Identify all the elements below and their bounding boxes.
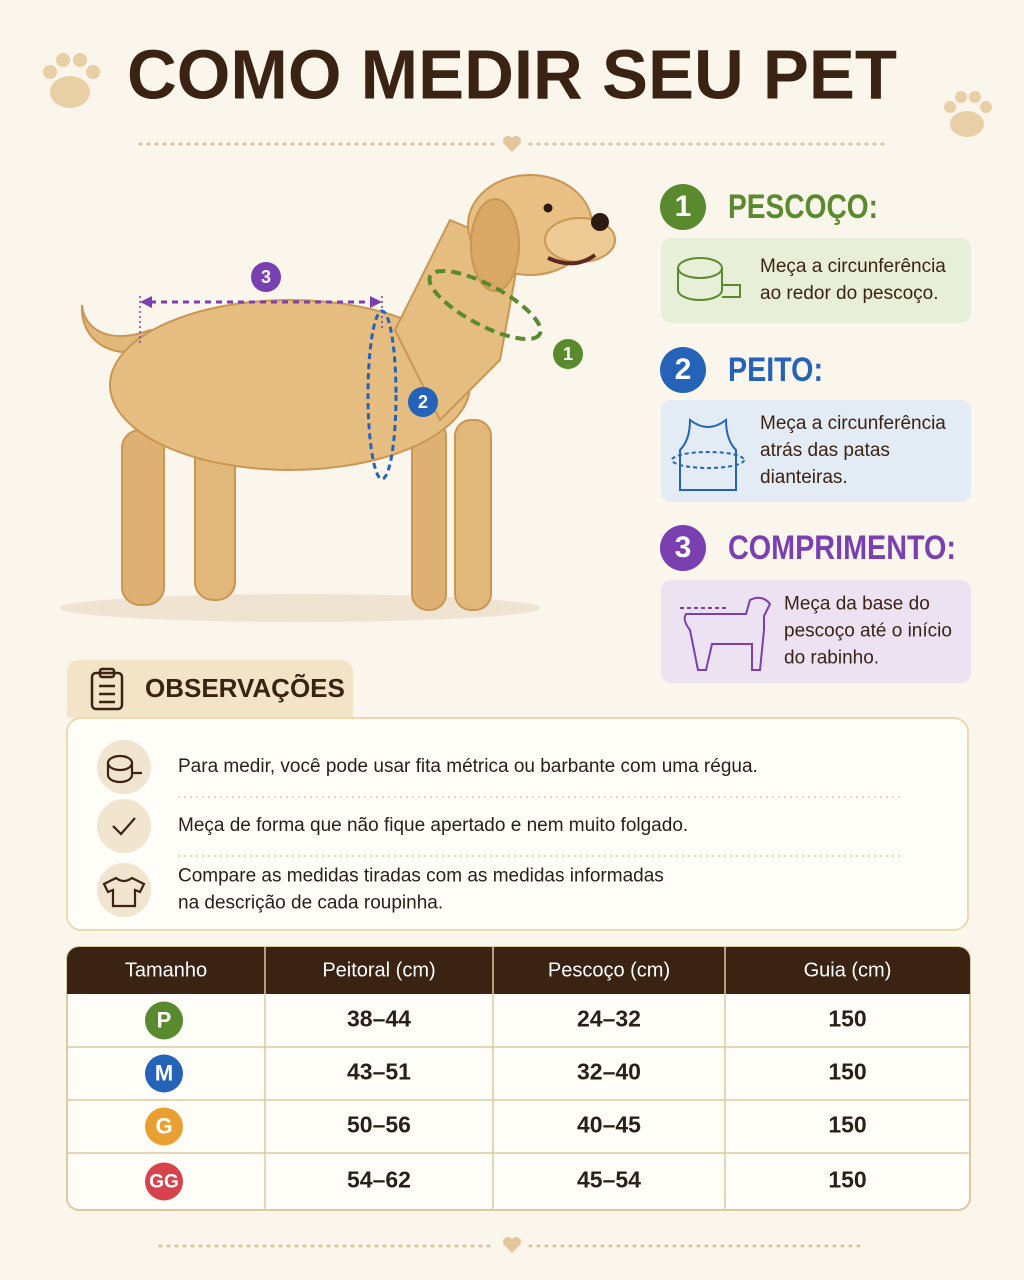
badge-label: 2 [675, 353, 692, 386]
observation-text: Para medir, você pode usar fita métrica … [178, 756, 758, 777]
number-badge [251, 262, 281, 292]
observations-box [66, 717, 969, 931]
table-header-cell: Pescoço (cm) [548, 959, 670, 981]
table-cell: 45–54 [577, 1167, 641, 1193]
observation-icon [106, 754, 142, 784]
paw-icon [944, 91, 992, 137]
heart [503, 136, 521, 152]
number-badge [145, 1162, 183, 1201]
table-cell: 150 [828, 1006, 866, 1032]
table-cell: 150 [828, 1112, 866, 1138]
size-table: Tamanho Peitoral (cm) Pescoço (cm) Guia (cm… [66, 946, 971, 1211]
badge-label: 2 [418, 392, 428, 412]
number-badge [553, 339, 583, 369]
table-cell: 40–45 [577, 1112, 641, 1138]
step-text: atrás das patas [760, 440, 890, 461]
tape-icon [677, 268, 741, 301]
table-cell: 32–40 [577, 1059, 641, 1085]
step-text: Meça a circunferência [760, 256, 946, 277]
badge-label: 1 [563, 344, 573, 364]
badge-label: M [155, 1060, 173, 1085]
dog-icon [683, 596, 772, 671]
table-cell: 150 [828, 1167, 866, 1193]
step-text: pescoço até o início [784, 621, 952, 642]
number-badge [145, 1107, 183, 1146]
number-badge [145, 1001, 183, 1040]
observation-icon [102, 876, 146, 908]
number-badge [660, 347, 706, 393]
table-cell: 54–62 [347, 1167, 411, 1193]
step-text: Meça a circunferência [760, 413, 946, 434]
number-badge [145, 1054, 183, 1093]
badge-label: GG [149, 1172, 179, 1193]
table-header-cell: Peitoral (cm) [322, 959, 435, 981]
shirt-icon [102, 876, 146, 908]
observation-icon [97, 799, 151, 853]
step-box [661, 238, 971, 323]
badge-label: 3 [675, 531, 692, 564]
paw-icon [43, 53, 100, 108]
neck-measure [427, 268, 543, 342]
badge-label: P [157, 1007, 172, 1032]
badge-label: 3 [261, 267, 271, 287]
heart [503, 1237, 521, 1253]
table-cell: 38–44 [347, 1006, 411, 1032]
table-cell: 50–56 [347, 1112, 411, 1138]
step-title: PEITO: [728, 351, 823, 389]
step-text: Meça da base do [784, 594, 930, 615]
table-cell: 150 [828, 1059, 866, 1085]
markers: 1 2 3 [251, 262, 583, 417]
table-header-cell: Tamanho [125, 959, 207, 981]
step-box [661, 580, 971, 683]
observation-icon [97, 740, 151, 794]
observation-text: Meça de forma que não fique apertado e n… [178, 815, 688, 836]
title: COMO MEDIR SEU PET [127, 35, 897, 113]
step-icon [677, 257, 741, 301]
table-cell: 24–32 [577, 1006, 641, 1032]
vest-icon [671, 451, 745, 469]
observations-tab [67, 660, 353, 718]
badge-label: 1 [675, 190, 692, 223]
table-header-bg [67, 947, 970, 994]
step-icon [671, 417, 745, 491]
table-cell: 43–51 [347, 1059, 411, 1085]
step-title: COMPRIMENTO: [728, 529, 956, 567]
observation-text: na descrição de cada roupinha. [178, 893, 443, 914]
step-icon [680, 596, 772, 671]
step-text: do rabinho. [784, 648, 879, 669]
observations-title: OBSERVAÇÕES [145, 673, 345, 703]
step-text: dianteiras. [760, 467, 848, 488]
clipboard-icon [90, 667, 124, 711]
chest-measure [366, 309, 398, 481]
step-text: ao redor do pescoço. [760, 283, 939, 304]
length-measure [139, 296, 383, 345]
observation-text: Compare as medidas tiradas com as medida… [178, 866, 664, 887]
number-badge [660, 184, 706, 230]
number-badge [408, 387, 438, 417]
vest-icon [679, 417, 737, 491]
dog-illustration [60, 174, 616, 622]
table-header-cell: Guia (cm) [804, 959, 892, 981]
step-title: PESCOÇO: [728, 188, 878, 226]
tape-icon [106, 763, 142, 784]
badge-label: G [155, 1113, 172, 1138]
observation-icon [97, 863, 151, 917]
observation-icon [112, 817, 136, 836]
check-icon [112, 817, 136, 836]
observations-list: Para medir, você pode usar fita métrica … [97, 740, 900, 917]
steps: 1 PESCOÇO: Meça a circunferência ao redor d… [660, 184, 971, 683]
step-box [661, 400, 971, 502]
number-badge [660, 525, 706, 571]
